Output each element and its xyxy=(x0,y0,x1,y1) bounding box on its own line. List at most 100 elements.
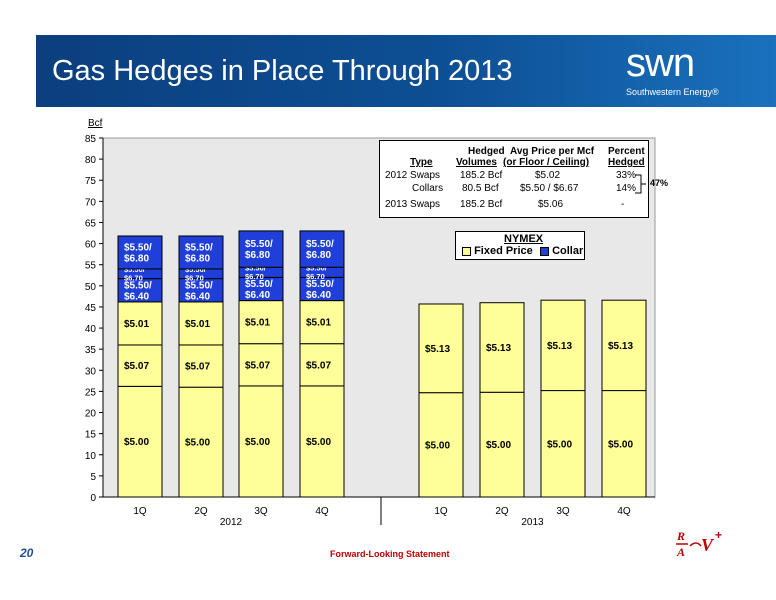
bar-segment xyxy=(238,230,284,268)
row-2012-swaps-volume: 185.2 Bcf xyxy=(460,170,503,181)
x-tick-label: 4Q xyxy=(617,506,631,517)
data-label: $5.13 xyxy=(547,341,572,352)
data-label: $5.13 xyxy=(608,341,633,352)
data-label: $5.00 xyxy=(306,437,331,448)
y-tick-label: 20 xyxy=(85,409,97,420)
svg-text:R: R xyxy=(676,529,685,543)
data-label: $5.00 xyxy=(608,439,633,450)
data-label: $5.50/$6.40 xyxy=(185,280,213,302)
y-tick-label: 75 xyxy=(85,176,97,187)
data-label: $5.50/$6.40 xyxy=(306,279,334,301)
swn-logo-subtitle: Southwestern Energy® xyxy=(626,87,719,97)
data-label: $5.00 xyxy=(124,437,149,448)
x-tick-label: 4Q xyxy=(315,506,329,517)
bar-segment xyxy=(601,299,647,392)
header-pct-1: Percent xyxy=(608,146,645,157)
data-label: $5.13 xyxy=(425,344,450,355)
data-label: $5.07 xyxy=(306,360,331,371)
data-label: $5.00 xyxy=(425,440,450,451)
bar-segment xyxy=(238,385,284,498)
data-label: $5.50/$6.40 xyxy=(124,280,152,302)
data-label: $5.07 xyxy=(124,361,149,372)
hedge-summary-table: Hedged Volumes Type Avg Price per Mcf (o… xyxy=(379,140,668,218)
row-collars-label: Collars xyxy=(412,183,444,194)
data-label: $5.00 xyxy=(547,439,572,450)
bar-segment xyxy=(117,235,163,270)
x-tick-label: 3Q xyxy=(556,506,570,517)
data-label: $5.07 xyxy=(185,362,210,373)
header-pct-2: Hedged xyxy=(608,157,645,168)
legend-collar-label: Collar xyxy=(552,245,584,257)
row-collars-volume: 80.5 Bcf xyxy=(462,183,499,194)
row-2013-swaps-pct: - xyxy=(621,199,625,210)
percent-bracket xyxy=(635,174,646,194)
row-collars-pct: 14% xyxy=(616,183,637,194)
row-2012-swaps-label: 2012 Swaps xyxy=(385,170,441,181)
y-tick-label: 80 xyxy=(85,155,97,166)
legend-collar-swatch xyxy=(540,246,549,256)
bar-segment xyxy=(601,390,647,498)
y-tick-label: 70 xyxy=(85,197,97,208)
data-label: $5.50/$6.40 xyxy=(245,279,273,301)
data-label: $5.50/$6.70 xyxy=(124,265,146,283)
bar-segment xyxy=(479,302,525,393)
bar-segment xyxy=(299,230,345,268)
bar-segment xyxy=(117,385,163,498)
page-number: 20 xyxy=(20,546,34,560)
svg-text:A: A xyxy=(676,545,685,559)
chart-legend: NYMEX Fixed Price Collar xyxy=(455,231,585,260)
bar-segment xyxy=(238,300,284,345)
y-tick-label: 65 xyxy=(85,218,97,229)
bar-segment xyxy=(540,299,586,392)
data-label: $5.01 xyxy=(245,318,270,329)
data-label: $5.00 xyxy=(245,437,270,448)
data-label: $5.50/$6.70 xyxy=(245,264,267,282)
row-2012-swaps-price: $5.02 xyxy=(535,170,561,181)
bar-segment xyxy=(299,385,345,498)
row-collars-price: $5.50 / $6.67 xyxy=(520,183,579,194)
y-tick-label: 0 xyxy=(90,493,96,504)
data-label: $5.00 xyxy=(185,438,210,449)
y-tick-label: 55 xyxy=(85,261,97,272)
bar-segment xyxy=(117,301,163,346)
bar-segment xyxy=(299,343,345,387)
data-label: $5.01 xyxy=(185,319,210,330)
data-label: $5.50/$6.80 xyxy=(124,242,152,264)
legend-fixed-label: Fixed Price xyxy=(474,245,533,257)
legend-title: NYMEX xyxy=(504,233,544,245)
y-tick-label: 45 xyxy=(85,303,97,314)
bar-segment xyxy=(117,344,163,387)
x-tick-label: 2Q xyxy=(495,506,509,517)
y-tick-label: 40 xyxy=(85,324,97,335)
bar-segment xyxy=(418,392,464,498)
swn-logo: swn xyxy=(626,41,695,85)
y-tick-label: 60 xyxy=(85,240,97,251)
x-group-label: 2012 xyxy=(220,517,243,528)
x-tick-label: 3Q xyxy=(254,506,268,517)
y-tick-label: 35 xyxy=(85,345,97,356)
row-2012-swaps-pct: 33% xyxy=(616,170,637,181)
header-avg-1: Avg Price per Mcf xyxy=(510,146,595,157)
bar-segment xyxy=(178,301,224,346)
legend-fixed-swatch xyxy=(462,246,471,256)
y-tick-label: 15 xyxy=(85,430,97,441)
y-tick-label: 25 xyxy=(85,387,97,398)
percent-total: 47% xyxy=(650,178,669,188)
bar-segment xyxy=(299,300,345,345)
data-label: $5.50/$6.80 xyxy=(306,239,334,261)
svg-text:V: V xyxy=(701,535,715,555)
x-tick-label: 1Q xyxy=(434,506,448,517)
row-2013-swaps-label: 2013 Swaps xyxy=(385,199,441,210)
bar-segment xyxy=(178,235,224,270)
y-tick-label: 5 xyxy=(90,472,96,483)
bar-segment xyxy=(418,303,464,394)
data-label: $5.50/$6.80 xyxy=(245,239,273,261)
legend-fixed: Fixed Price xyxy=(462,245,533,257)
x-tick-label: 1Q xyxy=(133,506,147,517)
x-group-label: 2013 xyxy=(521,517,544,528)
data-label: $5.50/$6.70 xyxy=(185,265,207,283)
data-label: $5.01 xyxy=(124,319,149,330)
y-tick-label: 85 xyxy=(85,134,97,145)
header-type: Type xyxy=(410,157,433,168)
